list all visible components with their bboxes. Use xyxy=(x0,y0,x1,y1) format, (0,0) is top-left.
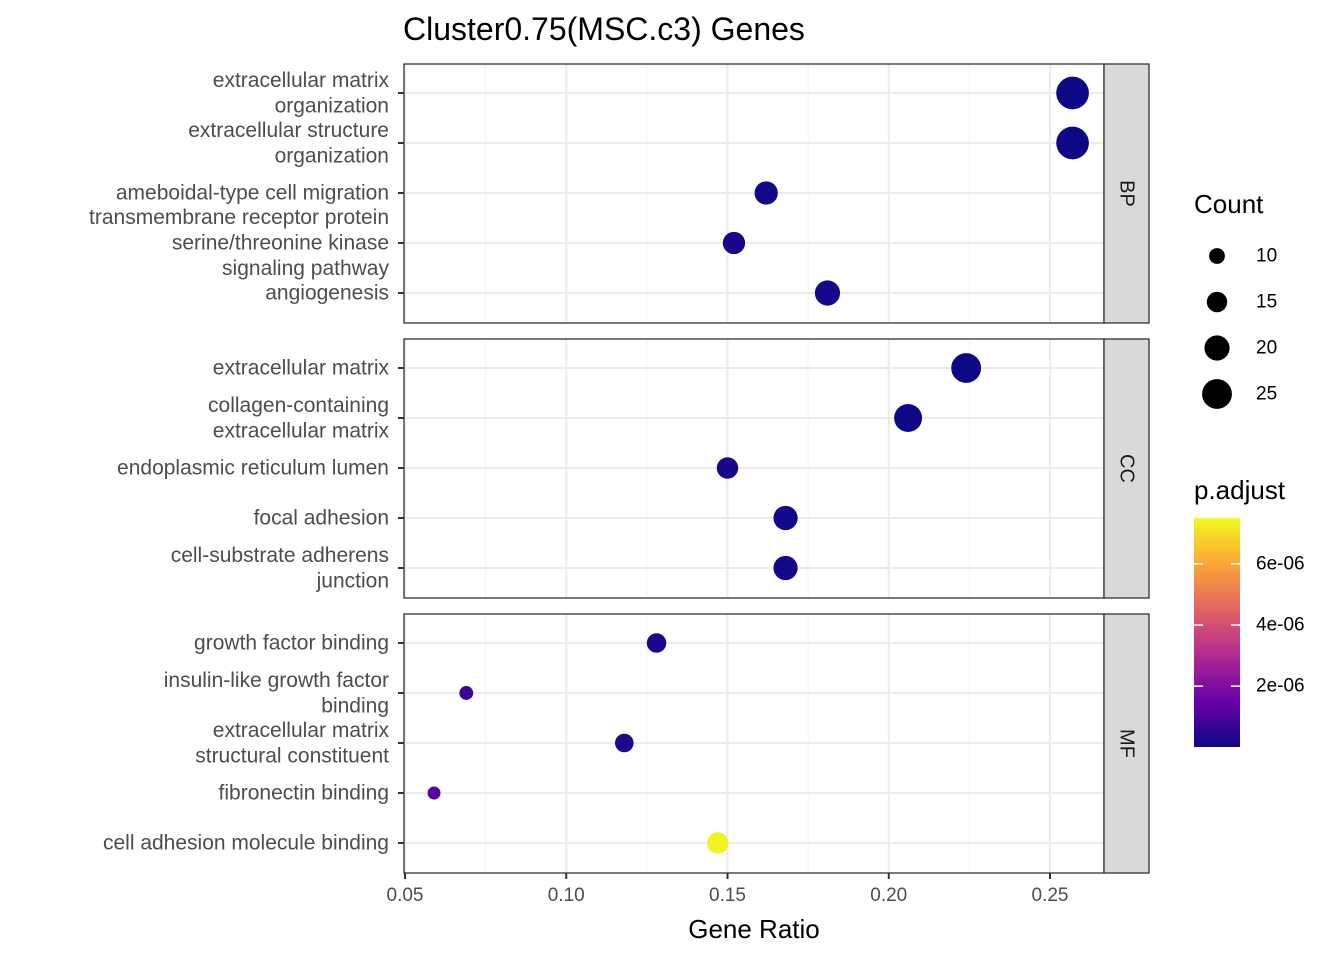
facet-strip xyxy=(1103,63,1150,324)
count-legend-label: 10 xyxy=(1256,246,1277,267)
y-tick-label: extracellular matrix xyxy=(213,357,390,380)
count-legend-key xyxy=(1206,291,1228,313)
point-cc-2 xyxy=(894,404,923,432)
count-legend-label: 20 xyxy=(1256,338,1277,359)
y-tick-label: cell adhesion molecule binding xyxy=(103,832,389,855)
count-legend-key xyxy=(1204,335,1230,361)
point-bp-4 xyxy=(722,231,746,255)
x-tick-label: 0.25 xyxy=(1032,885,1069,906)
facet-strip xyxy=(1103,338,1150,599)
x-axis-label: Gene Ratio xyxy=(688,914,820,944)
p-adjust-legend-title: p.adjust xyxy=(1194,475,1286,505)
x-axis: 0.05 0.10 0.15 0.20 0.25 xyxy=(387,873,1069,906)
y-tick-label: growth factor binding xyxy=(194,632,389,655)
facet-strip-label: MF xyxy=(1116,729,1138,758)
x-tick-label: 0.20 xyxy=(870,885,907,906)
facet-strip xyxy=(1103,613,1150,874)
facet-strip-label: CC xyxy=(1116,454,1138,483)
point-bp-5 xyxy=(814,280,841,306)
facet-strip-label: BP xyxy=(1116,180,1138,207)
point-bp-3 xyxy=(754,181,778,205)
count-legend-key xyxy=(1202,379,1232,409)
y-tick-label: extracellular structure organization xyxy=(188,119,389,168)
count-legend-label: 15 xyxy=(1256,292,1277,313)
p-adjust-legend-label: 4e-06 xyxy=(1256,615,1305,636)
point-cc-3 xyxy=(716,457,739,479)
y-tick-label: ameboidal-type cell migration xyxy=(116,182,389,205)
y-tick-label: extracellular matrix structural constitue… xyxy=(195,719,389,768)
facet-panel-cc: CC extracellular matrix collagen-containin… xyxy=(117,338,1150,599)
y-tick-label: insulin-like growth factor binding xyxy=(164,669,389,718)
y-tick-label: cell-substrate adherens junction xyxy=(171,544,389,593)
x-tick-label: 0.15 xyxy=(709,885,746,906)
count-legend-label: 25 xyxy=(1256,384,1277,405)
y-tick-label: collagen-containing extracellular matrix xyxy=(208,394,389,443)
count-legend-key xyxy=(1209,248,1225,264)
p-adjust-colorbar xyxy=(1194,518,1240,747)
y-tick-label: angiogenesis xyxy=(265,282,389,305)
y-tick-label: focal adhesion xyxy=(254,507,389,530)
y-tick-label: endoplasmic reticulum lumen xyxy=(117,457,389,480)
count-legend-title: Count xyxy=(1194,189,1264,219)
point-mf-3 xyxy=(615,733,634,753)
point-cc-4 xyxy=(773,505,798,531)
point-cc-1 xyxy=(951,353,982,383)
point-mf-2 xyxy=(459,686,474,700)
facet-panel-mf: MF growth factor binding insulin-like grow… xyxy=(103,613,1150,874)
point-mf-5 xyxy=(707,832,729,854)
point-bp-2 xyxy=(1056,126,1089,160)
count-legend: Count 10 15 20 25 xyxy=(1194,189,1277,409)
p-adjust-legend-label: 2e-06 xyxy=(1256,676,1305,697)
y-tick-label: transmembrane receptor protein serine/thr… xyxy=(89,206,389,280)
y-tick-label: extracellular matrix organization xyxy=(213,69,390,118)
y-tick-label: fibronectin binding xyxy=(219,782,389,805)
point-mf-4 xyxy=(427,786,441,800)
x-tick-label: 0.10 xyxy=(548,885,585,906)
point-mf-1 xyxy=(646,633,667,653)
x-tick-label: 0.05 xyxy=(387,885,424,906)
point-bp-1 xyxy=(1056,76,1089,110)
chart-title: Cluster0.75(MSC.c3) Genes xyxy=(403,11,805,47)
p-adjust-legend: p.adjust 2e-06 4e-06 6e-06 xyxy=(1194,475,1305,747)
p-adjust-legend-label: 6e-06 xyxy=(1256,553,1305,574)
facet-panel-bp: BP extracellular matrix organizationextrac… xyxy=(89,63,1150,324)
point-cc-5 xyxy=(773,555,798,581)
